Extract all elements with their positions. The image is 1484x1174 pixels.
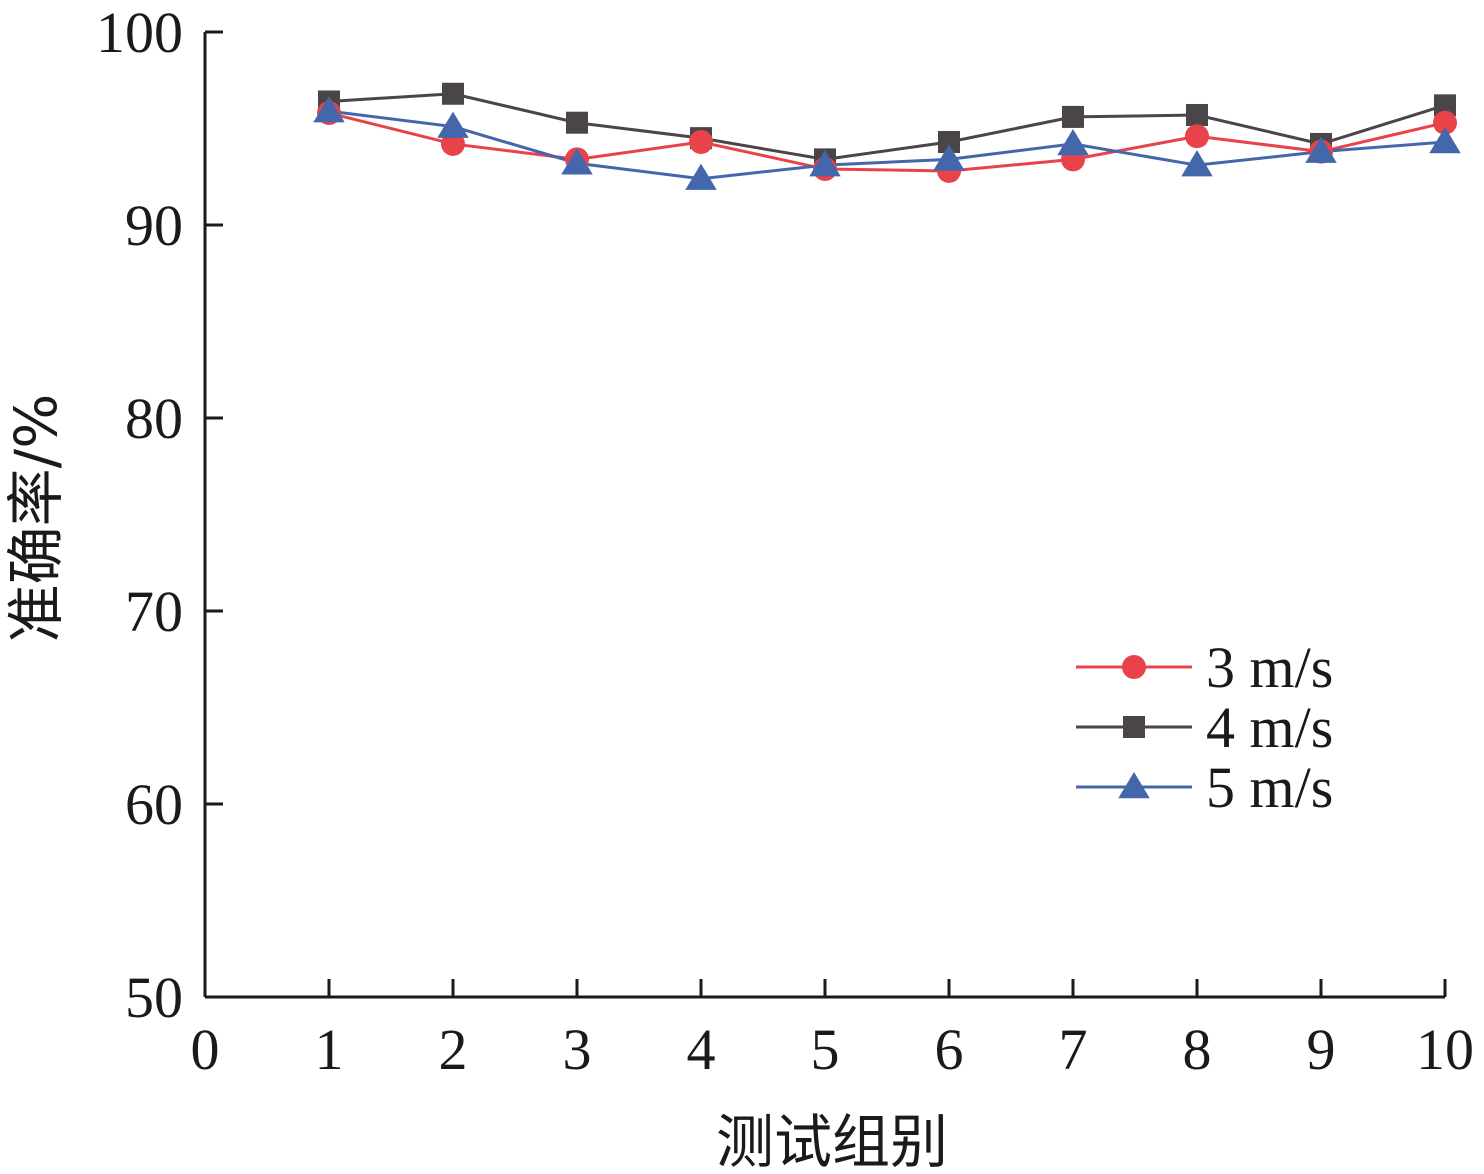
series-markers bbox=[313, 82, 1461, 190]
y-tick-label: 50 bbox=[125, 965, 183, 1030]
series-lines bbox=[328, 92, 1446, 181]
x-tick-label: 8 bbox=[1183, 1017, 1212, 1082]
legend-label: 3 m/s bbox=[1206, 635, 1333, 700]
data-point bbox=[1181, 150, 1213, 177]
y-tick-label: 90 bbox=[125, 193, 183, 258]
x-tick-label: 1 bbox=[315, 1017, 344, 1082]
legend-marker bbox=[1122, 655, 1146, 679]
data-point bbox=[441, 131, 465, 156]
data-point bbox=[1429, 127, 1461, 154]
data-point bbox=[1057, 128, 1089, 156]
y-tick-label: 80 bbox=[125, 386, 183, 451]
x-tick-label: 0 bbox=[191, 1017, 220, 1082]
x-ticks: 0 1 2 3 4 5 6 7 8 9 10 bbox=[191, 979, 1474, 1082]
data-point bbox=[1433, 110, 1457, 135]
series-line bbox=[328, 109, 1446, 181]
y-axis-title: 准确率/% bbox=[2, 394, 70, 643]
legend: 3 m/s4 m/s5 m/s bbox=[1076, 635, 1333, 820]
legend-marker bbox=[1118, 772, 1150, 799]
y-ticks: 50 60 70 80 90 100 bbox=[96, 0, 223, 1030]
series-line bbox=[328, 92, 1446, 161]
data-point bbox=[1434, 94, 1456, 117]
data-point bbox=[809, 150, 841, 177]
legend-label: 4 m/s bbox=[1206, 695, 1333, 760]
data-point bbox=[938, 131, 960, 154]
y-tick-label: 70 bbox=[125, 579, 183, 644]
data-point bbox=[561, 148, 593, 175]
y-tick-label: 100 bbox=[96, 0, 183, 65]
data-point bbox=[437, 111, 469, 138]
data-point bbox=[685, 163, 717, 190]
legend-label: 5 m/s bbox=[1206, 755, 1333, 820]
data-point bbox=[1186, 103, 1208, 126]
x-tick-label: 5 bbox=[811, 1017, 840, 1082]
y-tick-label: 60 bbox=[125, 772, 183, 837]
legend-marker bbox=[1123, 716, 1145, 738]
data-point bbox=[933, 144, 965, 171]
data-point bbox=[1305, 136, 1337, 163]
data-point bbox=[1062, 105, 1084, 128]
x-tick-label: 9 bbox=[1307, 1017, 1336, 1082]
data-point bbox=[442, 82, 464, 105]
data-point bbox=[566, 111, 588, 134]
x-tick-label: 2 bbox=[439, 1017, 468, 1082]
x-axis-title: 测试组别 bbox=[716, 1108, 948, 1174]
x-tick-label: 10 bbox=[1416, 1017, 1474, 1082]
series-line bbox=[328, 111, 1446, 173]
data-point bbox=[689, 130, 713, 155]
x-tick-label: 4 bbox=[687, 1017, 716, 1082]
x-tick-label: 7 bbox=[1059, 1017, 1088, 1082]
data-point bbox=[313, 96, 345, 123]
x-tick-label: 3 bbox=[563, 1017, 592, 1082]
data-point bbox=[1185, 124, 1209, 149]
x-tick-label: 6 bbox=[935, 1017, 964, 1082]
